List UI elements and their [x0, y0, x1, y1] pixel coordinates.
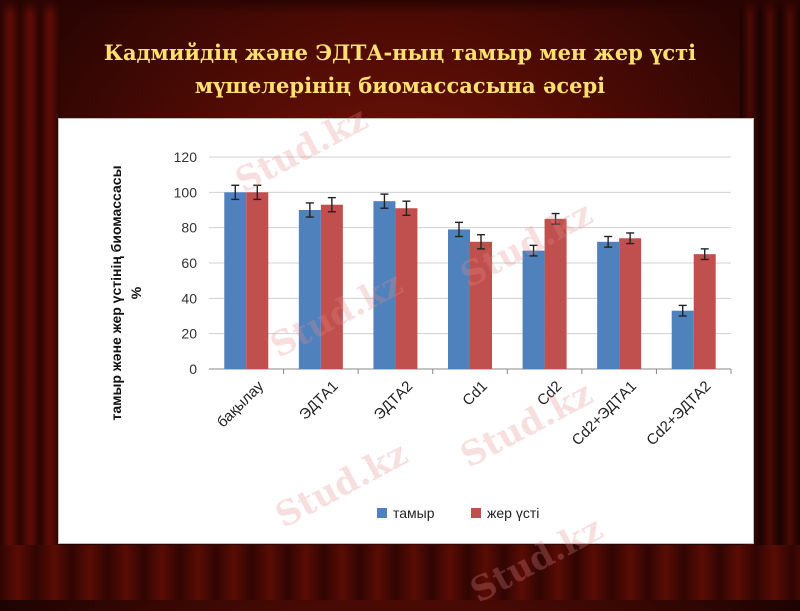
bar-1-1 [320, 204, 343, 369]
y-tick-label-5: 100 [174, 184, 198, 200]
bar-1-4 [544, 218, 567, 369]
slide-title-line-1: Кадмийдің және ЭДТА-ның тамыр мен жер үс… [103, 40, 697, 65]
legend-swatch-0 [377, 508, 387, 518]
y-tick-label-1: 20 [181, 326, 197, 342]
bar-1-3 [470, 241, 492, 369]
y-axis-label-1: % [128, 286, 144, 299]
bar-0-5 [597, 241, 620, 369]
chart-panel: 0 20 40 60 80 100 120 бақылау ЭДТА1 ЭДТА2 Cd1 Cd2 Cd… [58, 118, 754, 544]
x-tick-label-6: Cd2+ЭДТА2 [643, 378, 714, 449]
slide-title-line-2: мүшелерінің биомассасына әсері [194, 73, 606, 98]
stage-bottom [0, 545, 800, 600]
bar-1-2 [395, 208, 418, 369]
y-tick-label-6: 120 [174, 149, 198, 165]
y-tick-label-3: 60 [181, 255, 197, 271]
x-tick-label-3: Cd1 [459, 378, 490, 409]
x-tick-label-2: ЭДТА2 [371, 378, 417, 424]
x-tick-label-4: Cd2 [534, 378, 565, 409]
curtain-left [0, 0, 60, 600]
bar-1-6 [693, 254, 716, 369]
bar-0-6 [671, 310, 694, 369]
legend-swatch-1 [471, 508, 481, 518]
y-tick-label-4: 80 [181, 220, 197, 236]
y-axis-label-0: тамыр және жер үстінің биомассасы [108, 165, 124, 420]
y-tick-label-0: 0 [189, 361, 197, 377]
y-tick-label-2: 40 [181, 290, 197, 306]
bar-0-3 [448, 229, 470, 369]
bar-1-5 [619, 238, 642, 369]
bar-1-0 [246, 192, 269, 369]
x-tick-label-5: Cd2+ЭДТА1 [569, 378, 640, 449]
bar-0-4 [522, 250, 545, 369]
x-tick-label-1: ЭДТА1 [296, 378, 342, 424]
x-tick-label-0: бақылау [214, 377, 268, 431]
bar-0-2 [373, 201, 396, 369]
stage-top [0, 0, 800, 14]
bar-0-0 [224, 192, 247, 369]
legend-label-0: тамыр [393, 505, 435, 521]
bar-0-1 [298, 210, 321, 369]
slide-title: Кадмийдің және ЭДТА-ның тамыр мен жер үс… [60, 36, 740, 102]
legend-label-1: жер үсті [487, 505, 539, 521]
